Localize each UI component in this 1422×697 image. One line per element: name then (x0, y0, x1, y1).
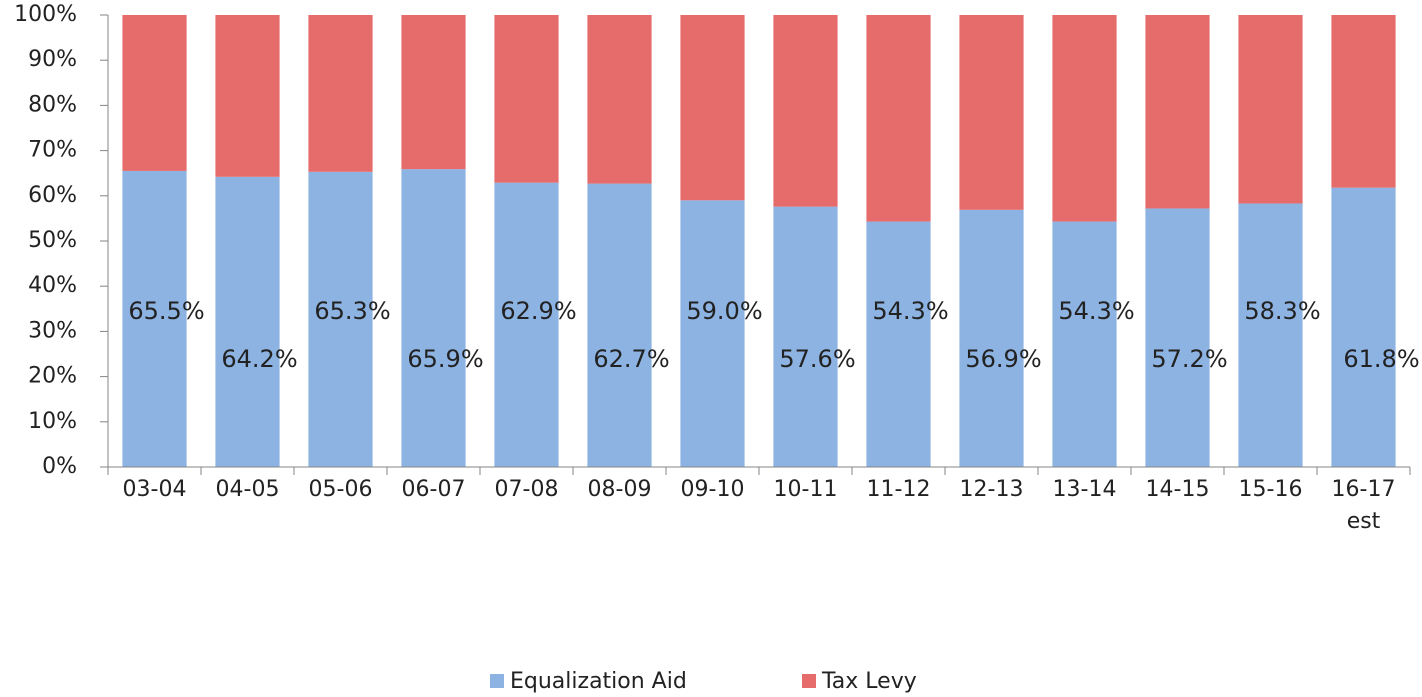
bar-segment (401, 169, 466, 467)
y-tick-label: 90% (28, 47, 77, 72)
bar-segment (959, 209, 1024, 467)
bar-segment (866, 221, 931, 467)
data-label: 56.9% (965, 345, 1041, 373)
x-tick-label: 06-07 (402, 477, 466, 502)
data-label: 62.7% (593, 345, 669, 373)
data-label: 54.3% (872, 297, 948, 325)
bar-segment (494, 15, 559, 183)
legend-swatch (802, 674, 816, 688)
bar-segment (401, 15, 466, 170)
y-tick-label: 20% (28, 364, 77, 389)
bar-segment (1238, 203, 1303, 467)
data-label: 65.3% (314, 297, 390, 325)
bar-segment (1331, 187, 1396, 467)
bar-segment (494, 182, 559, 467)
data-label: 57.6% (779, 345, 855, 373)
bar-segment (122, 170, 187, 467)
y-tick-label: 0% (42, 454, 77, 479)
data-label: 57.2% (1151, 345, 1227, 373)
bar-segment (1145, 208, 1210, 467)
bar-segment (308, 171, 373, 467)
x-tick-label: 12-13 (960, 477, 1024, 502)
data-label: 64.2% (221, 345, 297, 373)
x-tick-label: 04-05 (216, 477, 280, 502)
legend-label: Tax Levy (821, 669, 917, 694)
x-tick-label: 03-04 (123, 477, 187, 502)
y-tick-label: 50% (28, 228, 77, 253)
x-tick-label: 10-11 (774, 477, 838, 502)
x-tick-label: 16-17 est (1332, 477, 1396, 534)
x-tick-label: 05-06 (309, 477, 373, 502)
bar-segment (215, 15, 280, 177)
y-tick-label: 10% (28, 409, 77, 434)
bar-segment (1052, 15, 1117, 222)
bar-segment (122, 15, 187, 171)
data-label: 59.0% (686, 297, 762, 325)
bar-segment (680, 200, 745, 467)
y-tick-label: 70% (28, 138, 77, 163)
data-label: 65.5% (128, 297, 204, 325)
legend-label: Equalization Aid (510, 669, 687, 694)
legend-swatch (490, 674, 504, 688)
bar-segment (866, 15, 931, 222)
x-tick-label: 15-16 (1239, 477, 1303, 502)
data-label: 54.3% (1058, 297, 1134, 325)
x-tick-label: 14-15 (1146, 477, 1210, 502)
data-label: 62.9% (500, 297, 576, 325)
x-tick-label: 08-09 (588, 477, 652, 502)
x-tick-label: 11-12 (867, 477, 931, 502)
y-tick-label: 30% (28, 318, 77, 343)
bar-segment (680, 15, 745, 201)
bar-segment (1145, 15, 1210, 209)
y-tick-label: 40% (28, 273, 77, 298)
y-tick-label: 80% (28, 92, 77, 117)
y-tick-label: 60% (28, 183, 77, 208)
bar-segment (773, 206, 838, 467)
bar-segment (215, 176, 280, 468)
bar-segment (773, 15, 838, 207)
bar-segment (587, 183, 652, 467)
data-label: 61.8% (1343, 345, 1419, 373)
x-tick-label: 09-10 (681, 477, 745, 502)
y-tick-label: 100% (14, 2, 77, 27)
data-label: 58.3% (1244, 297, 1320, 325)
x-tick-label: 07-08 (495, 477, 559, 502)
x-tick-label: 13-14 (1053, 477, 1117, 502)
bar-segment (1238, 15, 1303, 204)
bar-segment (308, 15, 373, 172)
bar-segment (1331, 15, 1396, 188)
bar-segment (587, 15, 652, 184)
data-label: 65.9% (407, 345, 483, 373)
bar-segment (959, 15, 1024, 210)
bar-segment (1052, 221, 1117, 467)
